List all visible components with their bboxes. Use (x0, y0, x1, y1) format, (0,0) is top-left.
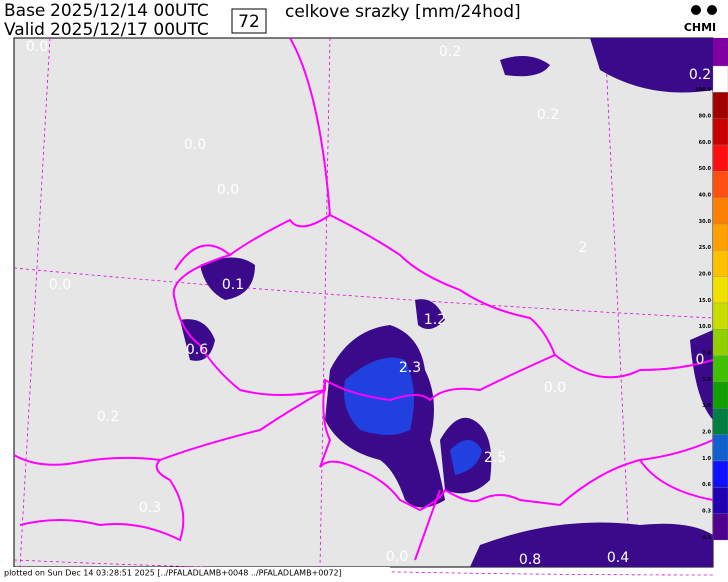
legend-label: 7.0 (702, 351, 711, 357)
footer: plotted on Sun Dec 14 03:28:51 2025 [../… (4, 569, 342, 578)
legend-label: 25.0 (699, 245, 712, 251)
legend-label: 0.6 (702, 482, 711, 488)
legend-swatch (712, 171, 728, 198)
value-label: 0.2 (689, 67, 711, 83)
legend-swatch (712, 408, 728, 435)
graticule (13, 37, 714, 576)
legend-label: 80.0 (699, 114, 712, 120)
value-label: 0.0 (544, 380, 566, 396)
value-label: 1.2 (424, 312, 446, 328)
value-label: 0.0 (26, 39, 48, 55)
value-label: 0.0 (217, 182, 239, 198)
precipitation-heavy (344, 357, 482, 475)
legend-label: 2.0 (702, 430, 711, 436)
legend-swatch (712, 381, 728, 409)
legend-swatch (712, 434, 728, 462)
value-label: 0.3 (139, 500, 161, 516)
legend-label: 30.0 (699, 219, 712, 225)
map-area (13, 37, 714, 568)
legend-swatch (712, 118, 728, 146)
footer-bg (0, 567, 390, 578)
legend: 100.0 80.0 60.0 50.0 40.0 30.0 25.0 20.0 15.0 10.… (695, 38, 728, 541)
value-label: 2 (579, 240, 588, 256)
logo-dot (707, 5, 717, 15)
value-label: 0.2 (97, 409, 119, 425)
legend-label: 3.0 (702, 403, 711, 409)
legend-swatch (712, 460, 728, 488)
legend-swatch (712, 92, 728, 119)
lead-box (231, 8, 267, 34)
legend-label: 10.0 (699, 324, 712, 330)
legend-swatch (712, 513, 728, 541)
legend-label: 5.0 (702, 377, 711, 383)
legend-label: 20.0 (699, 272, 712, 278)
product-title: celkove srazky [mm/24hod] (285, 2, 521, 22)
logo: CHMI (684, 21, 716, 34)
legend-label: 1.0 (702, 456, 711, 462)
valid-label: Valid (4, 20, 45, 40)
value-label: 0.0 (184, 137, 206, 153)
legend-label: 100.0 (695, 87, 711, 93)
legend-label: 60.0 (699, 140, 712, 146)
value-label: 0.6 (186, 342, 208, 358)
borders (13, 37, 714, 561)
lead-hours: 72 (238, 12, 260, 32)
legend-swatch (712, 355, 728, 383)
legend-swatch (712, 144, 728, 172)
legend-label: 50.0 (699, 166, 712, 172)
legend-label: 40.0 (699, 193, 712, 199)
value-label: 0.2 (537, 107, 559, 123)
base-time: 2025/12/14 00UTC (50, 1, 209, 21)
value-label: 0.4 (607, 550, 629, 566)
value-label: 0.0 (49, 277, 71, 293)
value-label: 0.1 (222, 277, 244, 293)
precipitation (180, 38, 713, 567)
legend-label: 0.1 (702, 535, 711, 541)
value-label: 0.0 (386, 549, 408, 565)
legend-label: 0.3 (702, 509, 711, 515)
logo-dot (691, 5, 701, 15)
legend-swatch (712, 250, 728, 277)
valid-time: 2025/12/17 00UTC (50, 20, 209, 40)
legend-swatch (712, 223, 728, 251)
legend-label: 15.0 (699, 298, 712, 304)
legend-swatch (712, 197, 728, 225)
value-label: 0 (696, 352, 705, 368)
base-label: Base (4, 1, 45, 21)
legend-swatch (712, 276, 728, 304)
value-label: 2.5 (484, 450, 506, 466)
value-label: 0.2 (439, 44, 461, 60)
legend-swatch (713, 38, 728, 66)
legend-swatch (712, 65, 728, 93)
value-label: 0.8 (519, 552, 541, 568)
legend-swatch (712, 302, 728, 330)
legend-swatch (712, 487, 728, 514)
value-label: 2.3 (399, 360, 421, 376)
legend-swatch (712, 329, 728, 356)
